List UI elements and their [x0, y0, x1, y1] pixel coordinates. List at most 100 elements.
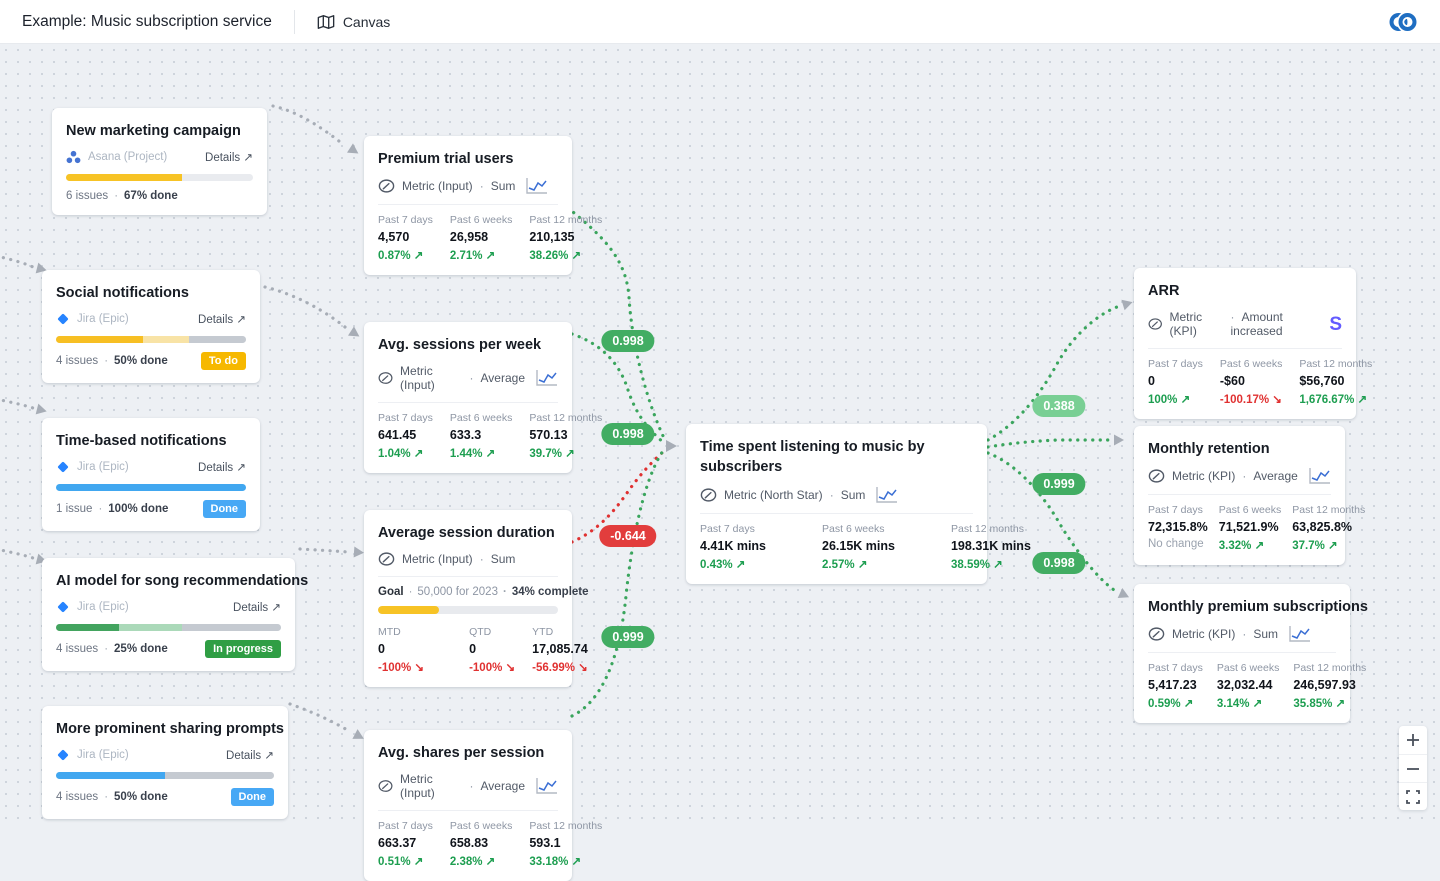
- details-link[interactable]: Details ↗: [198, 314, 246, 327]
- metric-period-column: Past 12 months 246,597.93 35.85% ↗: [1293, 662, 1367, 711]
- jira-icon: [57, 314, 69, 325]
- plus-icon: [1407, 734, 1419, 746]
- metric-card-average-session-duration[interactable]: Average session duration Metric (Input) …: [364, 510, 589, 688]
- source-label: Jira (Epic): [77, 461, 129, 474]
- project-card-social-notifications[interactable]: Social notifications Jira (Epic) Details…: [42, 270, 260, 384]
- gauge-icon: [1148, 627, 1165, 641]
- metric-period-column: YTD 17,085.74 -56.99% ↘: [532, 626, 588, 675]
- jira-icon: [57, 750, 69, 761]
- line-chart-icon[interactable]: [536, 778, 558, 794]
- metric-type: Metric (North Star): [724, 487, 823, 502]
- card-title: Social notifications: [56, 285, 189, 301]
- header-divider: [293, 9, 295, 34]
- metric-period-column: Past 7 days 0 100% ↗: [1148, 358, 1203, 407]
- correlation-badge[interactable]: 0.388: [1032, 395, 1086, 417]
- card-title: Avg. shares per session: [378, 745, 545, 761]
- tab-canvas-label: Canvas: [342, 13, 391, 30]
- line-chart-icon[interactable]: [1309, 468, 1331, 484]
- metric-period-column: Past 6 weeks 32,032.44 3.14% ↗: [1216, 662, 1280, 711]
- metric-aggregation: Sum: [830, 488, 866, 502]
- connector-aimodel-duration: [298, 547, 350, 554]
- metric-card-monthly-premium-subscriptions[interactable]: Monthly premium subscriptions Metric (KP…: [1134, 584, 1368, 724]
- metric-type: Metric (Input): [402, 179, 473, 194]
- jira-icon: [57, 602, 69, 613]
- line-chart-icon[interactable]: [526, 178, 548, 194]
- metric-card-arr[interactable]: ARR Metric (KPI) Amount increased S Past…: [1134, 268, 1372, 420]
- issues-count: 4 issues: [56, 643, 99, 656]
- connector-offscreen-timebased: [0, 398, 35, 410]
- details-link[interactable]: Details ↗: [226, 750, 274, 763]
- issues-count: 1 issue: [56, 503, 93, 516]
- percent-done: 50% done: [98, 355, 168, 367]
- issues-count: 4 issues: [56, 355, 99, 368]
- details-link[interactable]: Details ↗: [233, 602, 281, 615]
- line-chart-icon[interactable]: [536, 370, 558, 386]
- metric-aggregation: Sum: [1242, 627, 1278, 641]
- details-link[interactable]: Details ↗: [198, 462, 246, 475]
- card-title: Monthly premium subscriptions: [1148, 599, 1368, 615]
- metric-period-column: MTD 0 -100% ↘: [378, 626, 425, 675]
- correlation-badge[interactable]: -0.644: [599, 525, 657, 547]
- card-title: Monthly retention: [1148, 441, 1270, 457]
- doubleloop-logo[interactable]: [1388, 10, 1418, 34]
- metric-period-column: Past 6 weeks 26,958 2.71% ↗: [449, 214, 513, 263]
- gauge-icon: [378, 552, 395, 566]
- metric-type: Metric (Input): [400, 772, 435, 801]
- details-link[interactable]: Details ↗: [205, 152, 253, 165]
- percent-done: 50% done: [98, 791, 168, 803]
- metric-card-premium-trial-users[interactable]: Premium trial users Metric (Input) Sum P…: [364, 136, 602, 276]
- correlation-badge[interactable]: 0.999: [601, 626, 655, 648]
- line-chart-icon[interactable]: [1289, 626, 1311, 642]
- fit-view-button[interactable]: [1399, 782, 1427, 810]
- metric-aggregation: Average: [1242, 469, 1297, 483]
- card-title: Time spent listening to music by subscri…: [700, 439, 925, 476]
- metric-period-column: Past 6 weeks -$60 -100.17% ↘: [1219, 358, 1283, 407]
- metric-aggregation: Average: [470, 779, 525, 793]
- metric-period-column: Past 6 weeks 71,521.9% 3.32% ↗: [1218, 504, 1282, 553]
- metric-type: Metric (Input): [400, 364, 435, 393]
- gauge-icon: [378, 372, 393, 385]
- page-title: Example: Music subscription service: [22, 12, 272, 30]
- card-title: AI model for song recommendations: [56, 573, 309, 589]
- tab-canvas[interactable]: Canvas: [317, 14, 390, 30]
- metric-aggregation: Sum: [480, 179, 516, 193]
- zoom-in-button[interactable]: [1399, 726, 1427, 754]
- correlation-badge[interactable]: 0.998: [601, 423, 655, 445]
- correlation-badge[interactable]: 0.998: [601, 330, 655, 352]
- card-title: New marketing campaign: [66, 123, 241, 139]
- card-title: Avg. sessions per week: [378, 337, 542, 353]
- metric-card-monthly-retention[interactable]: Monthly retention Metric (KPI) Average P…: [1134, 426, 1365, 566]
- gauge-icon: [378, 179, 395, 193]
- canvas[interactable]: New marketing campaign Asana (Project) D…: [0, 44, 1440, 881]
- connector-northstar-retention: [986, 438, 1110, 449]
- metric-period-column: Past 7 days 5,417.23 0.59% ↗: [1148, 662, 1203, 711]
- progress-bar: [56, 336, 246, 344]
- metric-type: Metric (KPI): [1169, 310, 1203, 339]
- metric-period-column: Past 6 weeks 633.3 1.44% ↗: [449, 412, 513, 461]
- card-title: Premium trial users: [378, 151, 514, 167]
- project-card-time-based-notifications[interactable]: Time-based notifications Jira (Epic) Det…: [42, 418, 260, 532]
- status-badge: Done: [202, 500, 246, 519]
- metric-card-avg-sessions-per-week[interactable]: Avg. sessions per week Metric (Input) Av…: [364, 322, 602, 474]
- correlation-badge[interactable]: 0.999: [1032, 473, 1086, 495]
- project-card-ai-model[interactable]: AI model for song recommendations Jira (…: [42, 558, 309, 672]
- issues-count: 4 issues: [56, 791, 99, 804]
- zoom-out-button[interactable]: [1399, 754, 1427, 782]
- correlation-badge[interactable]: 0.998: [1032, 552, 1086, 574]
- percent-done: 100% done: [92, 503, 168, 515]
- metric-card-time-spent-listening[interactable]: Time spent listening to music by subscri…: [686, 424, 1031, 584]
- metric-aggregation: Average: [470, 371, 525, 385]
- line-chart-icon[interactable]: [876, 486, 898, 503]
- source-label: Jira (Epic): [77, 313, 129, 326]
- connector-northstar-arr: [986, 305, 1119, 442]
- goal-row: Goal50,000 for 202334% complete: [378, 586, 589, 598]
- project-card-sharing-prompts[interactable]: More prominent sharing prompts Jira (Epi…: [42, 706, 288, 820]
- metric-period-column: Past 12 months 210,135 38.26% ↗: [529, 214, 603, 263]
- progress-bar: [66, 174, 253, 182]
- project-card-new-marketing-campaign[interactable]: New marketing campaign Asana (Project) D…: [52, 108, 267, 216]
- metric-card-avg-shares-per-session[interactable]: Avg. shares per session Metric (Input) A…: [364, 730, 602, 881]
- metric-period-column: Past 12 months 63,825.8% 37.7% ↗: [1292, 504, 1366, 553]
- metric-period-column: Past 12 months 570.13 39.7% ↗: [529, 412, 603, 461]
- status-badge: Done: [230, 788, 274, 807]
- metric-type: Metric (KPI): [1172, 627, 1236, 642]
